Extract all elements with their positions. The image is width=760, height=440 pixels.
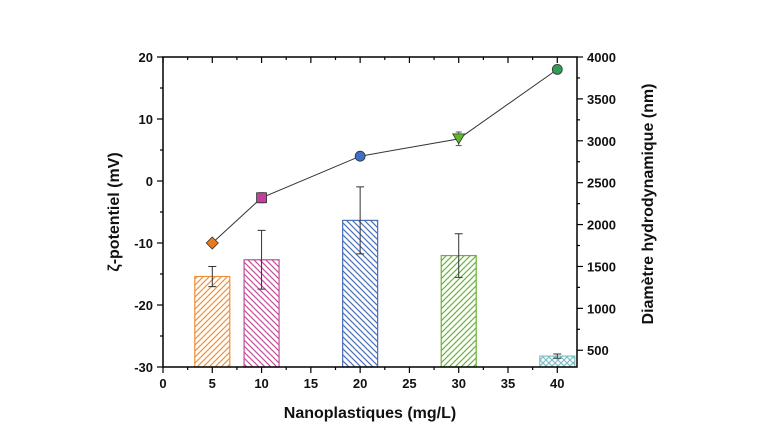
point-marker xyxy=(205,236,219,250)
x-tick-label: 20 xyxy=(353,376,367,391)
y-axis-left-title: ζ-potentiel (mV) xyxy=(106,152,123,271)
bar-5 xyxy=(194,265,231,368)
y-right-tick-label: 3500 xyxy=(587,92,616,107)
x-tick-label: 5 xyxy=(209,376,216,391)
y-right-tick-label: 1500 xyxy=(587,259,616,274)
y-left-tick-label: 0 xyxy=(146,174,153,189)
bar-10 xyxy=(243,229,280,368)
zeta-point-20 xyxy=(354,150,366,162)
y-right-tick-label: 2000 xyxy=(587,218,616,233)
bars-layer xyxy=(194,186,576,368)
x-tick-label: 15 xyxy=(304,376,318,391)
bar-rect xyxy=(194,275,231,368)
y-left-tick-label: 20 xyxy=(139,50,153,65)
bar-error-bar xyxy=(257,229,266,290)
x-tick-label: 40 xyxy=(550,376,564,391)
bar-20 xyxy=(342,186,379,368)
y-right-tick-label: 4000 xyxy=(587,50,616,65)
point-marker xyxy=(551,64,563,75)
bar-30 xyxy=(440,233,477,368)
x-tick-label: 35 xyxy=(501,376,515,391)
bar-40 xyxy=(539,353,576,368)
y-axis-right-title: Diamètre hydrodynamique (nm) xyxy=(640,84,657,325)
bar-error-bar xyxy=(208,265,217,288)
y-left-tick-label: -10 xyxy=(134,236,153,251)
bar-error-bar xyxy=(454,233,463,278)
zeta-point-30 xyxy=(452,131,466,147)
y-left-tick-label: -20 xyxy=(134,298,153,313)
x-tick-label: 25 xyxy=(402,376,416,391)
zeta-point-10 xyxy=(256,192,267,204)
x-tick-label: 0 xyxy=(159,376,166,391)
line-layer xyxy=(205,64,563,250)
zeta-line xyxy=(211,68,558,244)
y-left-tick-label: 10 xyxy=(139,112,153,127)
y-right-tick-label: 3000 xyxy=(587,134,616,149)
point-marker xyxy=(256,192,267,204)
zeta-point-40 xyxy=(551,64,563,75)
x-tick-label: 10 xyxy=(254,376,268,391)
point-marker xyxy=(452,133,466,145)
y-right-tick-label: 2500 xyxy=(587,176,616,191)
x-tick-label: 30 xyxy=(451,376,465,391)
axes-layer: 0 5 10 15 20 25 30 35 40 -30 -20 -10 0 10 20 500 1000 150… xyxy=(134,50,616,391)
y-right-tick-label: 500 xyxy=(587,343,609,358)
zeta-point-5 xyxy=(205,236,219,250)
x-axis-title: Nanoplastiques (mg/L) xyxy=(284,405,456,422)
point-marker xyxy=(354,150,366,162)
bar-error-bar xyxy=(356,186,365,255)
bar-error-bar xyxy=(553,353,562,359)
y-right-tick-label: 1000 xyxy=(587,301,616,316)
y-left-tick-label: -30 xyxy=(134,360,153,375)
